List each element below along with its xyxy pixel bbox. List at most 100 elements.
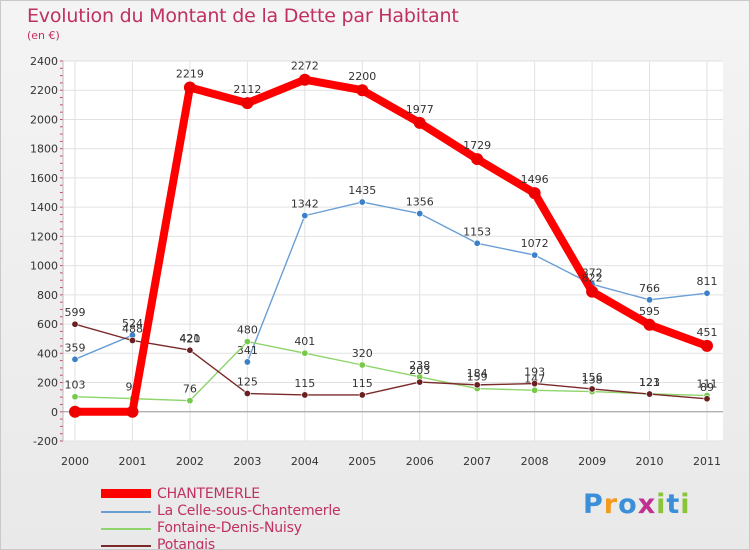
data-point-chantemerle [586,285,599,298]
x-tick-label: 2006 [406,455,434,468]
y-tick-label: 600 [37,318,58,331]
data-label-la-celle-sous-chantemerle: 811 [697,275,718,288]
data-point-la-celle-sous-chantemerle [416,210,424,218]
data-point-potangis [358,391,366,399]
data-point-potangis [416,378,424,386]
data-label-potangis: 193 [524,366,545,379]
x-tick-label: 2005 [348,455,376,468]
data-label-potangis: 156 [582,371,603,384]
data-label-chantemerle: 2219 [176,67,204,80]
series-line-chantemerle [71,75,711,416]
legend-swatch-potangis [101,545,151,547]
y-tick-label: 1600 [30,172,58,185]
plot-area [63,61,723,441]
x-tick-label: 2004 [291,455,319,468]
chart-subtitle: (en €) [27,29,60,42]
chart-title: Evolution du Montant de la Dette par Hab… [27,5,459,27]
legend-swatch-chantemerle [101,489,151,498]
data-label-potangis: 203 [409,364,430,377]
data-point-la-celle-sous-chantemerle [71,355,79,363]
y-tick-label: 800 [37,289,58,302]
data-label-fontaine-denis-nuisy: 480 [237,324,258,337]
data-point-potangis [531,380,539,388]
logo-letter: i [656,489,667,520]
data-point-la-celle-sous-chantemerle [646,296,654,304]
data-point-potangis [646,390,654,398]
y-tick-label: 2200 [30,84,58,97]
legend-label-potangis: Potangis [157,537,215,550]
logo-letter: t [666,489,681,520]
data-label-fontaine-denis-nuisy: 238 [409,359,430,372]
series-line-fontaine-denis-nuisy [74,340,708,402]
data-label-chantemerle: 595 [639,305,660,318]
data-point-chantemerle [701,339,713,352]
data-label-fontaine-denis-nuisy: 320 [352,347,373,360]
data-point-potangis [588,385,596,393]
data-point-chantemerle [356,84,369,97]
data-label-la-celle-sous-chantemerle: 341 [237,344,258,357]
y-tick-label: 1000 [30,260,58,273]
data-point-chantemerle [183,81,196,94]
x-tick-label: 2003 [233,455,261,468]
y-tick-label: -200 [33,435,58,448]
x-tick-label: 2009 [578,455,606,468]
data-label-potangis: 121 [639,376,660,389]
data-point-fontaine-denis-nuisy [358,361,366,369]
data-label-chantemerle: 1496 [521,173,549,186]
logo-letter: i [680,489,691,520]
data-label-fontaine-denis-nuisy: 147 [524,372,545,385]
data-label-extra: 420 [179,332,200,345]
proxiti-logo: Proxiti [583,489,691,520]
data-label-la-celle-sous-chantemerle: 359 [65,341,86,354]
data-point-potangis [128,336,136,344]
data-point-potangis [703,395,711,403]
logo-letter: r [603,489,619,520]
data-point-chantemerle [471,153,484,166]
data-label-la-celle-sous-chantemerle: 1435 [348,184,376,197]
data-label-chantemerle: 1977 [406,103,434,116]
logo-letter: P [583,489,604,520]
data-label-fontaine-denis-nuisy: 76 [183,383,197,396]
x-tick-label: 2002 [176,455,204,468]
y-tick-label: 2400 [30,55,58,68]
data-label-potangis: 89 [700,381,714,394]
data-label-potangis: 599 [65,306,86,319]
data-point-chantemerle [298,73,311,86]
data-label-potangis: 115 [294,377,315,390]
y-tick-label: 1200 [30,230,58,243]
y-tick-label: 400 [37,347,58,360]
x-tick-label: 2007 [463,455,491,468]
logo-letter: x [637,489,657,520]
y-tick-label: 1800 [30,143,58,156]
data-point-potangis [71,320,79,328]
data-label-potangis: 115 [352,377,373,390]
data-label-chantemerle: 2200 [348,70,376,83]
data-point-fontaine-denis-nuisy [186,397,194,405]
data-label-la-celle-sous-chantemerle: 1072 [521,237,549,250]
data-point-la-celle-sous-chantemerle [531,251,539,259]
data-point-potangis [473,381,481,389]
logo-letter: o [618,489,638,520]
data-label-chantemerle: 1729 [463,139,491,152]
data-point-chantemerle [643,318,656,331]
x-tick-label: 2010 [636,455,664,468]
data-label-chantemerle: 451 [697,326,718,339]
data-label-fontaine-denis-nuisy: 138 [582,374,603,387]
x-tick-label: 2000 [61,455,89,468]
series-line-potangis [74,323,708,400]
legend-swatch-fontaine [101,528,151,530]
data-point-fontaine-denis-nuisy [243,338,251,346]
data-point-chantemerle [528,187,541,200]
y-tick-label: 1400 [30,201,58,214]
data-point-fontaine-denis-nuisy [531,386,539,394]
legend-label-la-celle: La Celle-sous-Chantemerle [157,503,341,519]
data-point-la-celle-sous-chantemerle [473,239,481,247]
data-point-la-celle-sous-chantemerle [243,358,251,366]
data-label-chantemerle: 822 [582,272,603,285]
data-label-chantemerle: 2272 [291,60,319,73]
data-label-fontaine-denis-nuisy: 123 [639,376,660,389]
data-point-fontaine-denis-nuisy [301,349,309,357]
data-point-chantemerle [241,97,254,110]
